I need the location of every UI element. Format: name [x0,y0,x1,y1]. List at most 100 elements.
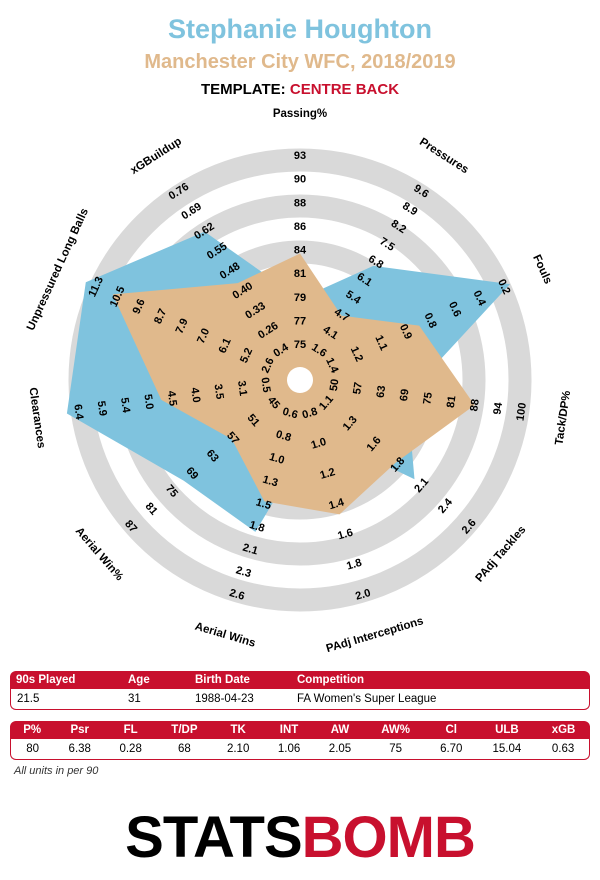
tick-label: 1.0 [268,451,286,467]
tick-label: 81 [143,500,160,517]
info-header-competition: Competition [291,671,590,689]
logo-bomb: BOMB [301,805,476,870]
info-header-birth-date: Birth Date [189,671,291,689]
metric-header-tdp: T/DP [156,721,213,739]
tick-label: 81 [294,268,306,280]
metric-value-p: 80 [10,739,55,760]
info-value-competition: FA Women's Super League [291,689,590,710]
tick-label: 90 [294,174,306,186]
tick-label: 3.5 [212,383,226,400]
axis-label: xGBuildup [128,135,183,177]
metric-header-psr: Psr [54,721,106,739]
team-season: Manchester City WFC, 2018/2019 [144,51,456,73]
tick-label: 4.5 [165,390,179,407]
metric-value-cl: 6.70 [425,739,477,760]
tick-label: 75 [421,391,435,405]
metric-header-int: INT [263,721,315,739]
tick-label: 1.2 [319,466,337,482]
tick-label: 1.4 [327,496,346,512]
metric-header-cl: Cl [425,721,477,739]
axis-label: Fouls [530,253,554,286]
metric-header-aw: AW [314,721,366,739]
axis-label: Clearances [26,387,47,449]
template-label: TEMPLATE: [200,81,286,98]
tick-label: 7.9 [174,317,191,336]
tick-label: 100 [514,402,528,422]
axis-label: PAdj Tackles [474,524,529,585]
axis-label: Aerial Win% [73,525,126,583]
tick-label: 94 [491,401,505,416]
metric-header-p: P% [10,721,55,739]
info-header-age: Age [122,671,189,689]
tick-label: 84 [294,245,307,257]
template-value: CENTRE BACK [289,81,400,98]
tick-label: 0.8 [274,428,292,444]
info-value-birth-date: 1988-04-23 [189,689,291,710]
tick-label: 2.6 [260,356,277,375]
tick-label: 1.5 [254,496,272,512]
tick-label: 1.0 [310,436,328,452]
tick-label: 1.6 [336,527,354,543]
tick-label: 8.7 [152,307,169,326]
tick-label: 5.2 [238,346,255,365]
tick-label: 1.1 [372,334,389,353]
metric-value-aw: 2.05 [314,739,366,760]
tick-label: 0.8 [301,406,319,422]
info-header-90s: 90s Played [10,671,122,689]
tick-label: 2.1 [241,542,259,558]
tick-label: 57 [351,381,365,395]
tick-label: 0.6 [281,406,299,422]
tick-label: 88 [294,197,306,209]
tick-label: 0.9 [397,322,414,341]
tick-label: 1.8 [248,519,266,535]
metric-value-tk: 2.10 [212,739,264,760]
tick-label: 88 [468,398,482,412]
tick-label: 69 [398,388,412,402]
metric-header-xgb: xGB [537,721,590,739]
metric-header-fl: FL [105,721,157,739]
metric-header-ulb: ULB [476,721,538,739]
metric-value-xgb: 0.63 [537,739,590,760]
axis-label: Passing% [273,108,327,120]
tick-label: 86 [294,221,306,233]
template-line: TEMPLATE: CENTRE BACK [0,81,600,98]
tick-label: 2.3 [234,564,252,580]
tick-label: 6.4 [71,403,85,421]
tick-label: 7.0 [195,327,212,346]
tick-label: 1.8 [345,557,363,573]
tick-label: 77 [294,315,306,327]
tick-label: 6.1 [217,336,234,355]
tick-label: 3.1 [235,380,249,397]
units-note: All units in per 90 [14,765,99,777]
info-value-age: 31 [122,689,189,710]
tick-label: 4.0 [188,387,202,404]
tick-label: 79 [294,292,306,304]
tick-label: 93 [294,150,306,162]
metric-value-tdp: 68 [156,739,213,760]
player-name: Stephanie Houghton [168,14,432,44]
tick-label: 2.6 [228,587,246,603]
metric-table: P% Psr FL T/DP TK INT AW AW% Cl ULB xGB … [10,721,590,760]
radar-chart: 757779818486889093Passing%1.64.14.75.46.… [25,108,573,655]
metric-value-ulb: 15.04 [476,739,538,760]
metric-value-psr: 6.38 [54,739,106,760]
tick-label: 81 [445,395,459,409]
metric-value-awp: 75 [365,739,426,760]
tick-label: 2.0 [354,587,372,603]
tick-label: 5.9 [95,400,109,417]
tick-label: 9.6 [131,297,148,316]
axis-label: Aerial Wins [193,621,256,650]
radar-center [287,367,313,393]
tick-label: 75 [294,339,306,351]
info-table: 90s Played Age Birth Date Competition 21… [10,671,590,710]
tick-label: 1.3 [261,474,279,490]
tick-label: 0.8 [421,311,438,330]
metric-value-fl: 0.28 [105,739,157,760]
metric-header-tk: TK [212,721,264,739]
logo-stats: STATS [125,805,303,870]
axis-label: Tack/DP% [553,390,573,446]
tick-label: 63 [375,385,389,399]
axis-label: PAdj Interceptions [325,615,425,655]
statsbomb-logo: STATSBOMB [0,808,600,868]
info-value-90s: 21.5 [10,689,122,710]
